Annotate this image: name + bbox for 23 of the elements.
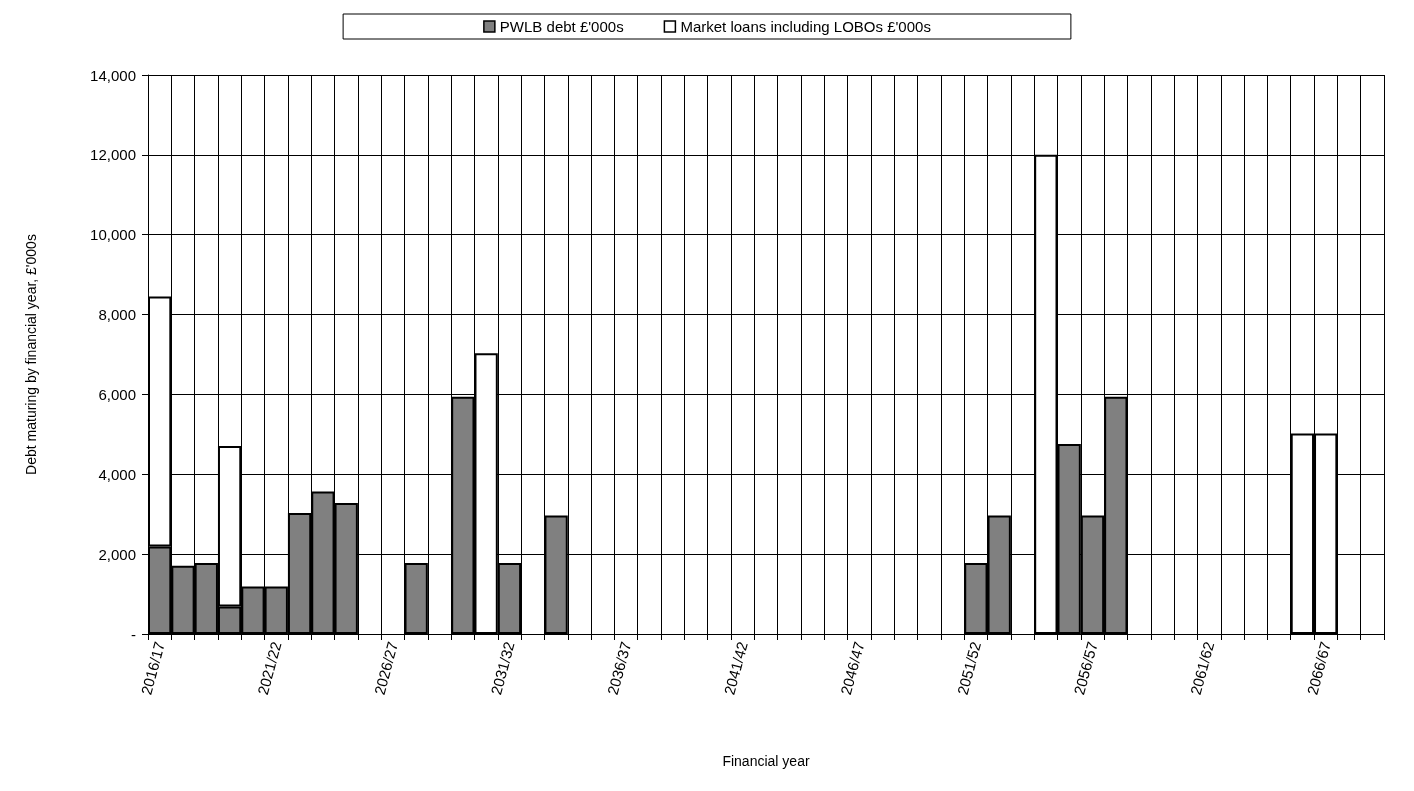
y-tick-label: 2,000: [98, 545, 136, 563]
y-tick-label: 4,000: [98, 465, 136, 483]
x-tick-label: 2021/22: [254, 639, 285, 697]
x-tick-label: 2061/62: [1186, 639, 1218, 697]
y-axis-title: Debt maturing by financial year, £'000s: [23, 234, 39, 475]
x-tick-label: 2051/52: [953, 639, 985, 697]
y-tick-label: -: [131, 625, 136, 643]
x-tick-label: 2036/37: [603, 639, 635, 697]
legend-label: PWLB debt £'000s: [499, 18, 624, 35]
x-tick-label: 2031/32: [487, 639, 518, 697]
x-tick-label: 2056/57: [1070, 639, 1101, 697]
y-tick-label: 14,000: [90, 66, 136, 84]
y-tick-label: 8,000: [98, 306, 136, 324]
x-tick-label: 2046/47: [837, 639, 868, 697]
x-tick-label: 2026/27: [370, 639, 402, 697]
x-axis-title: Financial year: [722, 753, 810, 769]
y-tick-label: 12,000: [90, 146, 136, 164]
legend-label: Market loans including LOBOs £'000s: [680, 18, 931, 35]
x-tick-label: 2041/42: [720, 639, 751, 697]
x-tick-label: 2066/67: [1303, 639, 1334, 697]
y-tick-label: 10,000: [90, 226, 136, 244]
x-tick-label: 2016/17: [137, 639, 168, 697]
y-tick-label: 6,000: [98, 385, 136, 403]
